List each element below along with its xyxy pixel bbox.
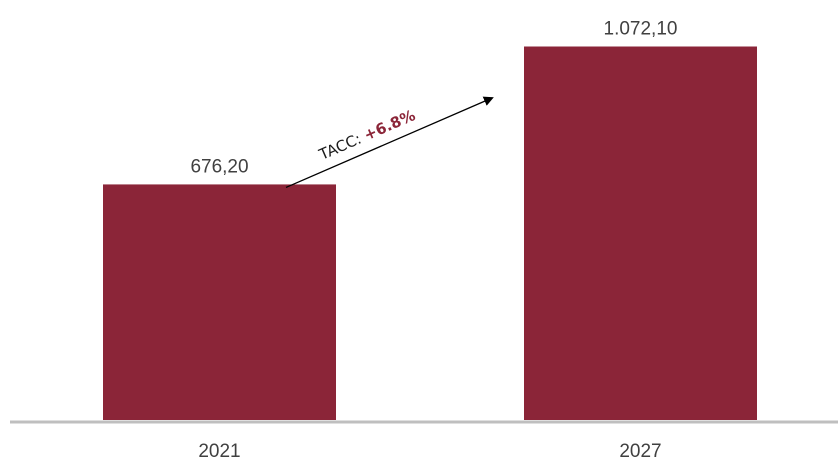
cagr-value: +6.8% <box>361 106 418 144</box>
x-tick-label-2027: 2027 <box>619 441 661 458</box>
cagr-arrow <box>285 96 494 189</box>
x-tick-label-2021: 2021 <box>198 441 240 458</box>
value-label-2021: 676,20 <box>190 156 248 177</box>
bars-group <box>103 46 757 420</box>
cagr-label: TACC: +6.8% <box>316 106 419 164</box>
cagr-prefix: TACC: <box>316 128 369 164</box>
cagr-annotation: TACC: +6.8% <box>285 96 494 189</box>
x-tick-labels-group: 2021 2027 <box>198 441 661 458</box>
bar-2021 <box>103 184 336 420</box>
bar-2027 <box>524 46 757 420</box>
value-label-2027: 1.072,10 <box>604 19 678 40</box>
value-labels-group: 676,20 1.072,10 <box>190 19 677 178</box>
